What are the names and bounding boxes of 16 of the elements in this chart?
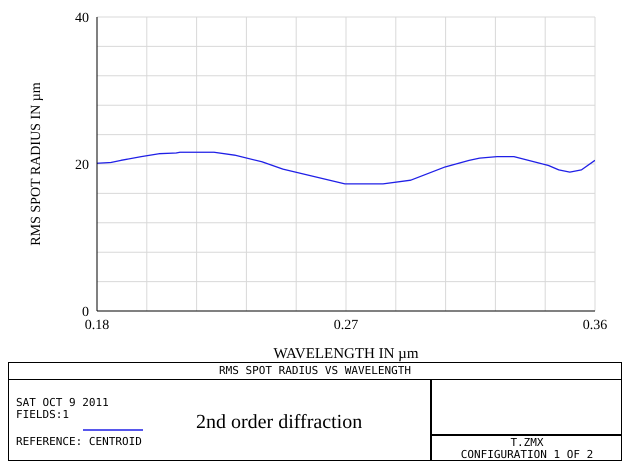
y-tick-label: 40 [75, 10, 89, 26]
text: REFERENCE: CENTROID [16, 435, 142, 448]
y-axis-title: RMS SPOT RADIUS IN µm [28, 82, 44, 246]
text: CONFIGURATION 1 OF 2 [460, 448, 594, 461]
text: FIELDS:1 [16, 408, 69, 421]
text: RMS SPOT RADIUS VS WAVELENGTH [8, 362, 622, 380]
text: T.ZMX [509, 436, 545, 449]
x-tick-label: 0.18 [84, 318, 110, 333]
y-tick-label: 20 [75, 158, 89, 173]
y-tick-label: 0 [82, 304, 89, 320]
text: 2nd order diffraction [196, 411, 362, 433]
line-series [97, 152, 595, 184]
x-tick-label: 0.36 [582, 318, 608, 333]
x-tick-label: 0.27 [334, 318, 358, 333]
text: SAT OCT 9 2011 [16, 396, 109, 409]
x-axis-title: WAVELENGTH IN µm [273, 346, 419, 362]
